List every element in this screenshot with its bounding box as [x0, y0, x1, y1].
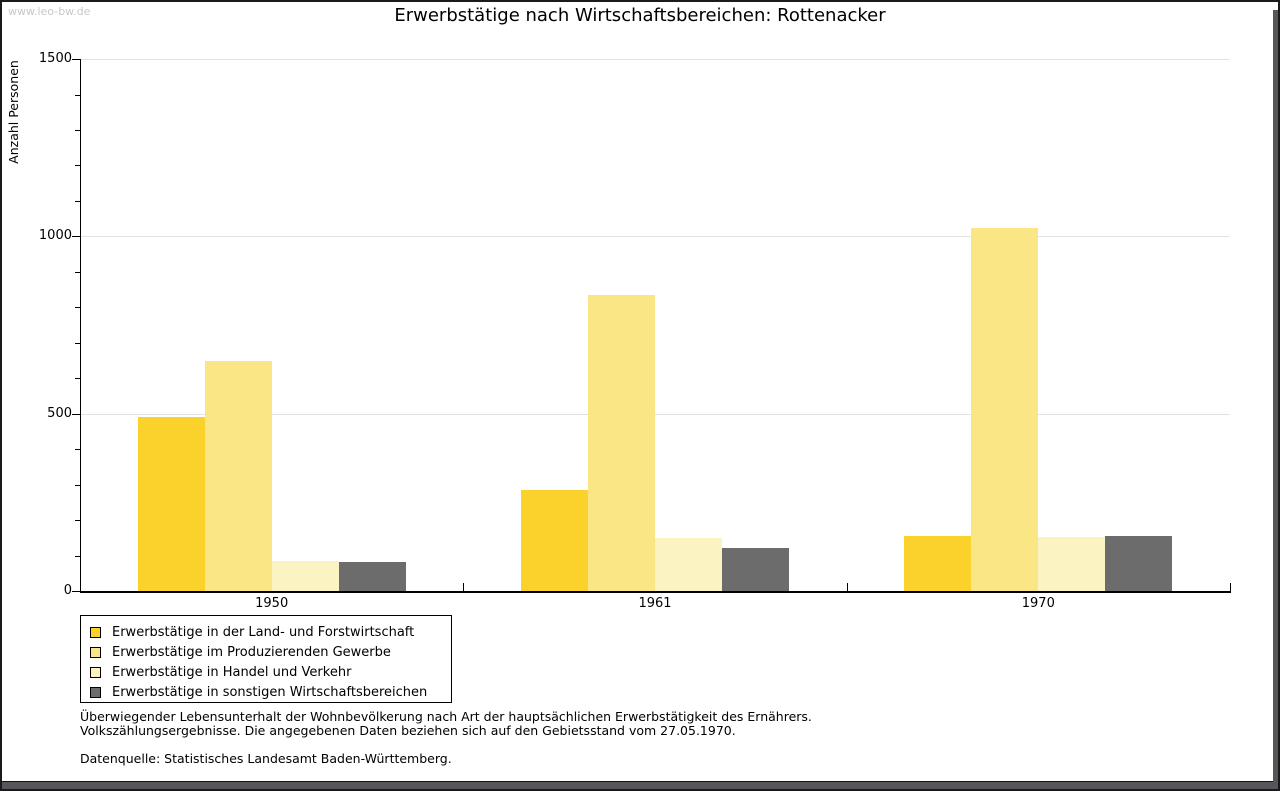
y-minor-tick	[75, 484, 80, 486]
legend-item-sonstige-wirtschaftsbereiche: Erwerbstätige in sonstigen Wirtschaftsbe…	[90, 682, 451, 702]
bar-1950-produzierendes-gewerbe	[204, 360, 272, 591]
y-minor-tick	[75, 129, 80, 131]
bar-1970-sonstige-wirtschaftsbereiche	[1105, 536, 1173, 591]
chart-title: Erwerbstätige nach Wirtschaftsbereichen:…	[394, 5, 886, 26]
y-minor-tick	[75, 94, 80, 96]
legend-label: Erwerbstätige in Handel und Verkehr	[112, 664, 352, 680]
y-minor-tick	[75, 307, 80, 309]
y-major-tick	[72, 59, 80, 60]
y-minor-tick	[75, 342, 80, 344]
frame-bottom-strip	[2, 781, 1278, 789]
legend-label: Erwerbstätige in der Land- und Forstwirt…	[112, 624, 415, 640]
legend-swatch	[90, 626, 101, 638]
legend-item-produzierendes-gewerbe: Erwerbstätige im Produzierenden Gewerbe	[90, 642, 451, 662]
legend-swatch	[90, 666, 101, 678]
footer: Überwiegender Lebensunterhalt der Wohnbe…	[80, 710, 812, 766]
y-tick-label: 0	[63, 583, 72, 598]
footer-note-2: Volkszählungsergebnisse. Die angegebenen…	[80, 722, 736, 738]
y-minor-tick	[75, 555, 80, 557]
y-tick-label: 500	[47, 405, 72, 421]
x-tick	[846, 583, 848, 591]
legend-item-handel-und-verkehr: Erwerbstätige in Handel und Verkehr	[90, 662, 451, 682]
gridline	[81, 413, 1230, 415]
footer-source: Datenquelle: Statistisches Landesamt Bad…	[80, 751, 452, 766]
bar-1970-handel-und-verkehr	[1038, 536, 1106, 591]
y-minor-tick	[75, 200, 80, 202]
y-tick-label: 1000	[38, 228, 72, 244]
bar-1950-handel-und-verkehr	[271, 560, 339, 591]
legend-label: Erwerbstätige in sonstigen Wirtschaftsbe…	[112, 684, 428, 700]
x-category-label: 1950	[255, 596, 289, 611]
bar-1961-produzierendes-gewerbe	[588, 294, 655, 591]
y-axis-line	[80, 59, 81, 593]
gridline	[81, 59, 1230, 60]
watermark: www.leo-bw.de	[8, 5, 91, 18]
bar-1961-sonstige-wirtschaftsbereiche	[722, 548, 789, 591]
y-minor-tick	[75, 378, 80, 380]
footer-note-1: Überwiegender Lebensunterhalt der Wohnbe…	[80, 709, 812, 724]
y-major-tick	[72, 236, 80, 238]
frame-right-strip	[1273, 10, 1278, 789]
y-tick-label: 1500	[38, 51, 72, 66]
bar-1961-land-und-forstwirtschaft	[521, 489, 588, 591]
legend-item-land-und-forstwirtschaft: Erwerbstätige in der Land- und Forstwirt…	[90, 622, 451, 642]
x-axis-line	[80, 591, 1231, 593]
x-category-label: 1970	[1021, 596, 1055, 611]
gridline	[81, 236, 1230, 238]
x-tick	[1230, 583, 1231, 591]
bar-1950-land-und-forstwirtschaft	[137, 417, 205, 591]
y-major-tick	[72, 413, 80, 415]
x-category-label: 1961	[638, 596, 672, 611]
x-tick	[463, 583, 465, 591]
bar-1961-handel-und-verkehr	[655, 537, 722, 591]
legend-label: Erwerbstätige im Produzierenden Gewerbe	[112, 644, 391, 660]
y-minor-tick	[75, 165, 80, 167]
y-major-tick	[72, 591, 80, 592]
y-minor-tick	[75, 449, 80, 451]
bar-1970-land-und-forstwirtschaft	[904, 536, 972, 591]
legend-box: Erwerbstätige in der Land- und Forstwirt…	[80, 615, 452, 703]
legend-swatch	[90, 686, 101, 698]
y-minor-tick	[75, 520, 80, 522]
legend-swatch	[90, 646, 101, 658]
bar-1970-produzierendes-gewerbe	[971, 227, 1039, 591]
bar-1950-sonstige-wirtschaftsbereiche	[338, 561, 406, 591]
y-minor-tick	[75, 271, 80, 273]
